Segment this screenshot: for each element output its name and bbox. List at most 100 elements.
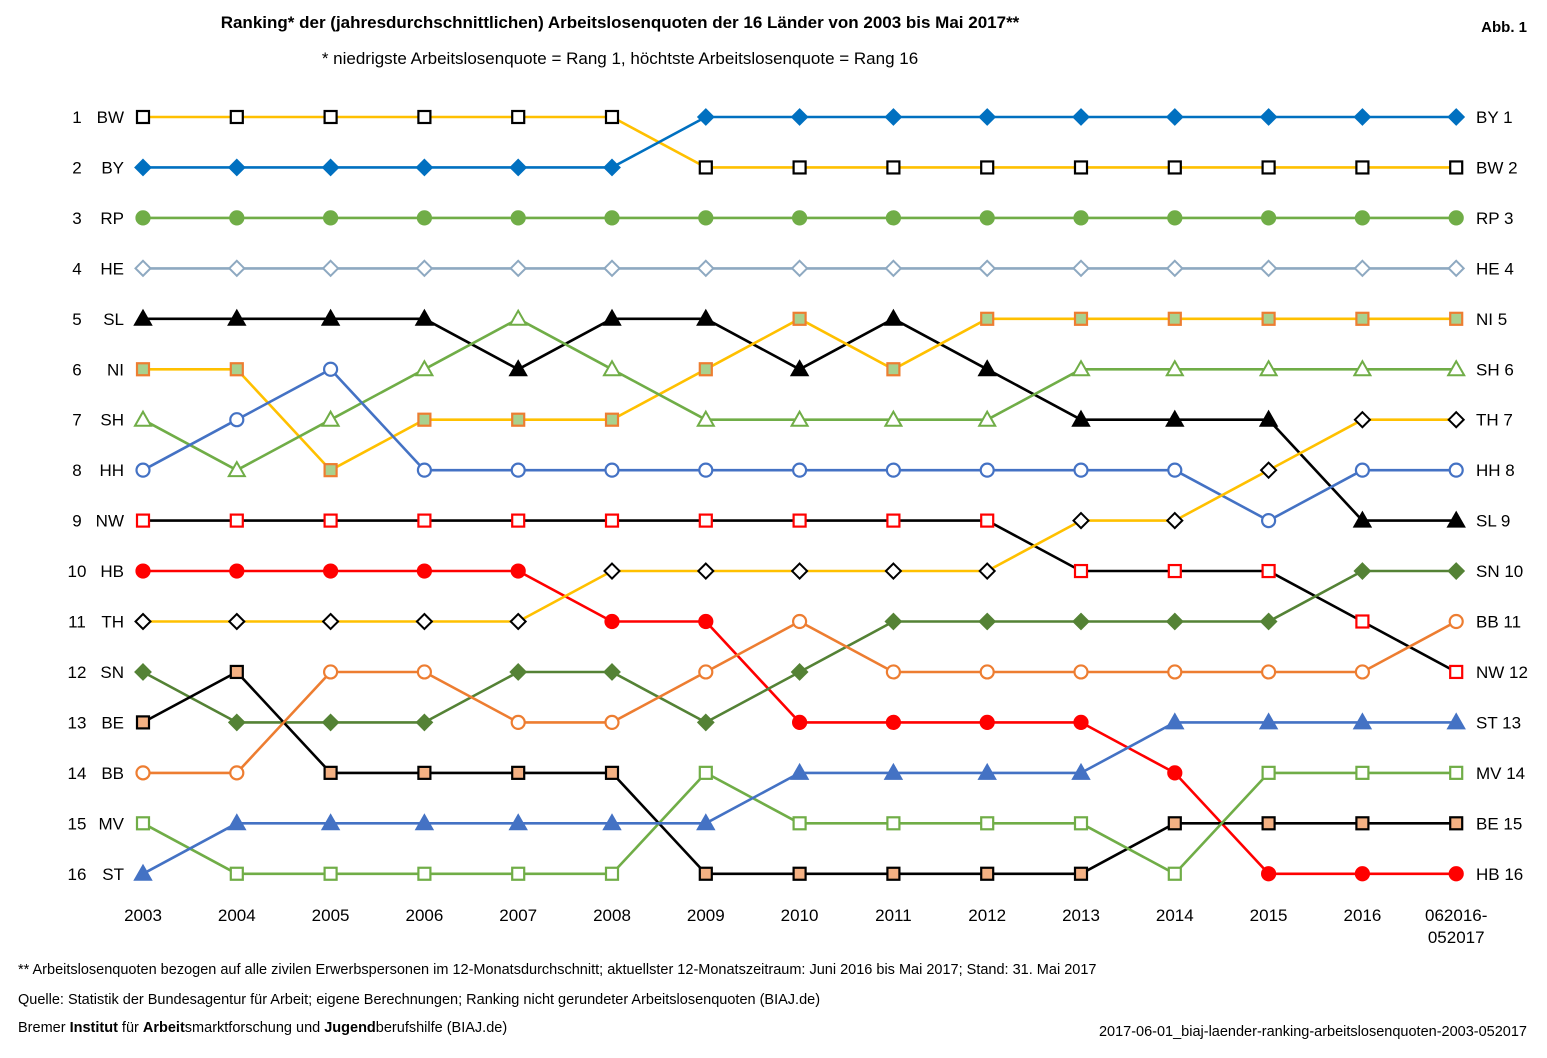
marker-th — [1353, 410, 1372, 429]
marker-hb — [698, 613, 714, 630]
marker-sh — [508, 308, 528, 326]
marker-nw — [229, 513, 244, 528]
marker-he — [603, 259, 621, 278]
marker-bb — [791, 613, 808, 630]
marker-hh — [1167, 462, 1183, 478]
marker-st — [320, 813, 341, 831]
marker-sn — [696, 713, 715, 732]
rank-tick-label: 1 — [72, 108, 81, 127]
series-line-sh — [142, 317, 1457, 472]
marker-bb — [135, 765, 151, 781]
marker-sn — [134, 663, 152, 681]
marker-hb — [323, 563, 339, 579]
marker-rp — [604, 210, 620, 226]
rank-tick-label: 14 — [68, 764, 87, 783]
right-state-label: SN 10 — [1476, 562, 1523, 581]
marker-hb — [604, 613, 620, 630]
left-state-label: BE — [101, 713, 124, 732]
right-state-label: SH 6 — [1476, 360, 1514, 379]
left-state-label: RP — [100, 209, 124, 228]
marker-rp — [1448, 210, 1464, 226]
marker-bw — [792, 160, 807, 175]
marker-bb — [1354, 664, 1371, 680]
marker-hh — [135, 462, 151, 478]
marker-ni — [135, 362, 151, 377]
marker-by — [1447, 108, 1466, 126]
marker-ni — [980, 311, 995, 326]
x-tick-label: 2009 — [687, 906, 725, 925]
left-state-label: HE — [100, 259, 124, 278]
marker-st — [1258, 712, 1279, 730]
left-state-label: MV — [99, 814, 125, 833]
marker-sn — [509, 663, 528, 681]
marker-he — [227, 259, 246, 278]
marker-th — [978, 562, 997, 580]
marker-hb — [1167, 765, 1183, 781]
rank-tick-label: 4 — [72, 259, 81, 278]
marker-ni — [229, 362, 244, 377]
marker-bb — [1167, 664, 1183, 680]
footnote-definition: ** Arbeitslosenquoten bezogen auf alle z… — [18, 962, 1097, 978]
figure-label: Abb. 1 — [1481, 19, 1527, 36]
marker-sh — [883, 409, 904, 427]
rank-tick-label: 13 — [68, 713, 87, 732]
right-state-label: TH 7 — [1476, 411, 1513, 430]
institute-part: berufshilfe (BIAJ.de) — [375, 1020, 508, 1036]
marker-sl — [883, 308, 904, 326]
marker-bb — [885, 664, 902, 680]
marker-ni — [1261, 311, 1276, 326]
marker-th — [790, 562, 809, 580]
right-state-label: BY 1 — [1476, 108, 1513, 127]
marker-rp — [1354, 210, 1371, 226]
marker-ni — [323, 463, 338, 478]
x-axis-labels: 2003 2004 2005 2006 2007 2008 2009 2010 2011 2012… — [124, 906, 1487, 947]
x-tick-label: 2012 — [968, 906, 1006, 925]
marker-mv — [1261, 765, 1276, 780]
institute-part: Institut — [69, 1020, 118, 1036]
marker-st — [789, 762, 810, 780]
marker-sh — [602, 359, 622, 377]
marker-sl — [977, 359, 997, 377]
marker-st — [1165, 712, 1185, 730]
marker-st — [602, 813, 622, 831]
marker-by — [321, 158, 340, 177]
marker-th — [696, 562, 715, 580]
marker-mv — [511, 866, 526, 881]
marker-be — [229, 664, 244, 680]
marker-by — [227, 158, 246, 177]
marker-hh — [1073, 462, 1089, 478]
marker-th — [1447, 410, 1466, 429]
marker-rp — [416, 210, 432, 226]
marker-sl — [508, 359, 528, 377]
marker-st — [1071, 762, 1091, 780]
left-state-label: NW — [96, 512, 124, 531]
marker-st — [1352, 712, 1373, 730]
marker-hb — [416, 563, 432, 579]
marker-sn — [1072, 612, 1090, 631]
x-tick-label: 2003 — [124, 906, 162, 925]
marker-sh — [696, 409, 716, 427]
marker-he — [134, 259, 152, 278]
marker-nw — [1167, 563, 1182, 579]
series-markers — [133, 108, 1466, 882]
marker-be — [604, 765, 620, 780]
marker-by — [978, 108, 997, 126]
marker-sl — [1258, 409, 1279, 427]
marker-st — [696, 813, 716, 831]
rank-tick-label: 16 — [68, 865, 87, 884]
marker-be — [1073, 866, 1089, 881]
marker-sn — [1259, 612, 1278, 631]
marker-he — [1353, 259, 1372, 278]
marker-ni — [511, 412, 526, 427]
marker-bw — [1355, 160, 1370, 175]
marker-bw — [1261, 160, 1276, 175]
marker-th — [415, 612, 434, 631]
marker-sn — [790, 663, 809, 681]
marker-sn — [884, 612, 903, 631]
marker-st — [1446, 712, 1466, 730]
marker-st — [508, 813, 528, 831]
series-line-nw — [143, 519, 1457, 674]
marker-bw — [698, 160, 713, 175]
marker-hh — [1448, 462, 1464, 478]
